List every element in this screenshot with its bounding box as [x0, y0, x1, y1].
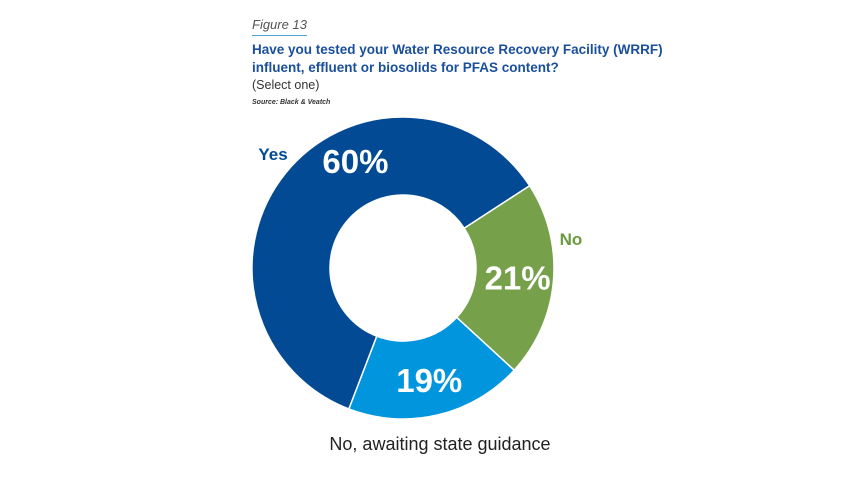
- slice-no: [455, 184, 555, 372]
- slice-awaiting: [347, 316, 516, 420]
- value-label-awaiting: 19%: [396, 362, 462, 399]
- value-label-no: 21%: [485, 260, 551, 297]
- chart-source: Source: Black & Veatch: [252, 99, 331, 106]
- chart-subtitle: (Select one): [252, 78, 320, 92]
- chart-title: Have you tested your Water Resource Reco…: [252, 42, 663, 75]
- value-label-yes: 60%: [322, 143, 388, 180]
- category-label-awaiting: No, awaiting state guidance: [329, 434, 550, 454]
- figure-label: Figure 13: [252, 17, 307, 36]
- category-label-yes: Yes: [258, 145, 287, 164]
- slice-yes: [251, 116, 531, 410]
- category-label-no: No: [560, 230, 583, 249]
